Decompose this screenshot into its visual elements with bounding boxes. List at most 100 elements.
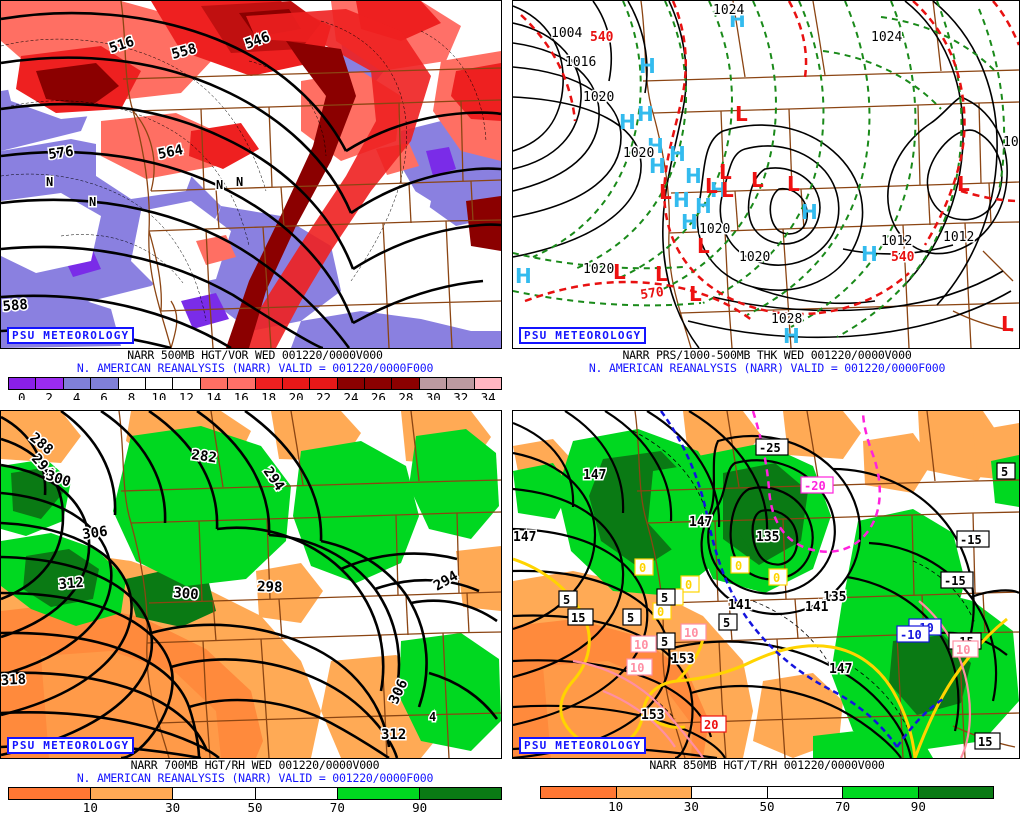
colorbar-segment (36, 378, 64, 389)
colorbar-tick-label: 18 (261, 390, 277, 400)
map-850mb[interactable]: -25 -20 -15 -15 (512, 410, 1020, 759)
svg-text:282: 282 (190, 447, 217, 466)
svg-text:135: 135 (756, 530, 779, 545)
colorbar-tick-label: 70 (329, 800, 345, 815)
svg-text:15: 15 (978, 735, 992, 749)
svg-text:H: H (649, 154, 666, 178)
colorbar-segment (9, 788, 92, 799)
svg-text:L: L (659, 180, 672, 204)
colorbar-segment (173, 788, 256, 799)
svg-text:298: 298 (257, 579, 283, 596)
svg-text:147: 147 (513, 530, 536, 545)
svg-text:300: 300 (173, 585, 200, 603)
colorbar-tick-label: 10 (151, 390, 167, 400)
svg-text:1020: 1020 (739, 250, 770, 265)
colorbar-segment (692, 787, 768, 798)
svg-text:570: 570 (639, 285, 665, 303)
svg-text:1024: 1024 (713, 3, 744, 18)
colorbar-tick-label: 34 (480, 390, 496, 400)
colorbar-segment (145, 378, 174, 389)
svg-text:L: L (655, 262, 668, 286)
svg-text:L: L (735, 102, 748, 126)
colorbar-segment (918, 787, 993, 798)
svg-text:10: 10 (956, 643, 970, 657)
svg-text:10: 10 (634, 638, 648, 652)
svg-text:1028: 1028 (771, 312, 802, 327)
svg-text:0: 0 (773, 571, 780, 585)
svg-text:H: H (710, 178, 727, 202)
map-850mb-svg: -25 -20 -15 -15 (513, 411, 1019, 758)
svg-text:1012: 1012 (943, 230, 974, 245)
caption-subtitle-700mb: N. AMERICAN REANALYSIS (NARR) VALID = 00… (76, 771, 434, 785)
colorbar-tick-label: 0 (17, 390, 26, 400)
colorbar-tick-label: 16 (233, 390, 249, 400)
colorbar-segment (255, 378, 283, 389)
map-700mb[interactable]: 288 294 300 282 306 312 318 300 298 294 … (0, 410, 502, 759)
colorbar-segment (447, 378, 475, 389)
colorbar-segment (767, 787, 843, 798)
colorbar-segment (228, 378, 256, 389)
colorbar-segment (310, 378, 338, 389)
colorbar-segment (282, 378, 311, 389)
colorbar-segment (419, 378, 448, 389)
colorbar-tick-label: 70 (835, 799, 851, 814)
svg-text:L: L (787, 172, 800, 196)
svg-text:153: 153 (641, 708, 664, 723)
colorbar-rh-850mb (540, 786, 994, 799)
svg-text:1020: 1020 (699, 222, 730, 237)
svg-text:N: N (216, 178, 223, 192)
svg-text:-10: -10 (900, 628, 922, 642)
svg-text:10: 10 (1003, 135, 1019, 150)
colorbar-tick-label: 26 (370, 390, 386, 400)
colorbar-segment (392, 378, 420, 389)
svg-text:H: H (669, 142, 686, 166)
colorbar-segment (474, 378, 502, 389)
colorbar-tick-label: 12 (178, 390, 194, 400)
svg-text:L: L (721, 178, 734, 202)
svg-text:-15: -15 (944, 574, 966, 588)
colorbar-tick-label: 50 (759, 799, 775, 814)
svg-text:20: 20 (704, 718, 718, 732)
colorbar-tick-label: 30 (425, 390, 441, 400)
svg-text:1024: 1024 (871, 30, 902, 45)
colorbar-tick-label: 90 (412, 800, 428, 815)
svg-text:L: L (719, 160, 732, 184)
colorbar-tick-label: 6 (100, 390, 108, 400)
colorbar-segment (541, 787, 617, 798)
svg-text:312: 312 (58, 575, 85, 593)
svg-text:L: L (1001, 312, 1014, 336)
panel-700mb: 288 294 300 282 306 312 318 300 298 294 … (0, 400, 510, 819)
svg-text:5: 5 (661, 635, 668, 649)
svg-text:H: H (783, 324, 800, 348)
svg-text:10: 10 (630, 661, 644, 675)
svg-text:N: N (46, 175, 53, 189)
svg-text:5: 5 (661, 591, 668, 605)
colorbar-tick-label: 30 (683, 799, 699, 814)
panel-850mb: -25 -20 -15 -15 (510, 400, 1024, 819)
colorbar-segment (200, 378, 229, 389)
caption-subtitle-thickness: N. AMERICAN REANALYSIS (NARR) VALID = 00… (588, 361, 946, 375)
svg-text:1020: 1020 (583, 90, 614, 105)
colorbar-segment (255, 788, 338, 799)
colorbar-rh-700mb (8, 787, 502, 800)
colorbar-tick-label: 10 (82, 800, 98, 815)
svg-text:10: 10 (684, 626, 698, 640)
colorbar-ticks-vorticity: 0 2 4 6 8 10 12 14 16 18 20 22 24 26 28 30 32 34 (8, 390, 502, 400)
svg-text:15: 15 (571, 611, 585, 625)
svg-text:0: 0 (735, 559, 742, 573)
map-500mb[interactable]: 516 546 558 564 576 588 N N N N PSU METE… (0, 0, 502, 349)
svg-text:141: 141 (805, 600, 829, 615)
colorbar-segment (118, 378, 146, 389)
svg-text:L: L (689, 282, 702, 306)
svg-text:564: 564 (157, 142, 185, 163)
map-700mb-svg: 288 294 300 282 306 312 318 300 298 294 … (1, 411, 501, 758)
svg-text:1020: 1020 (623, 146, 654, 161)
colorbar-tick-label: 14 (206, 390, 222, 400)
svg-text:1004: 1004 (551, 26, 582, 41)
caption-title-500mb: NARR 500MB HGT/VOR WED 001220/0000V000 (127, 348, 383, 362)
svg-text:H: H (619, 110, 636, 134)
psu-logo-700mb: PSU METEOROLOGY (7, 737, 135, 754)
